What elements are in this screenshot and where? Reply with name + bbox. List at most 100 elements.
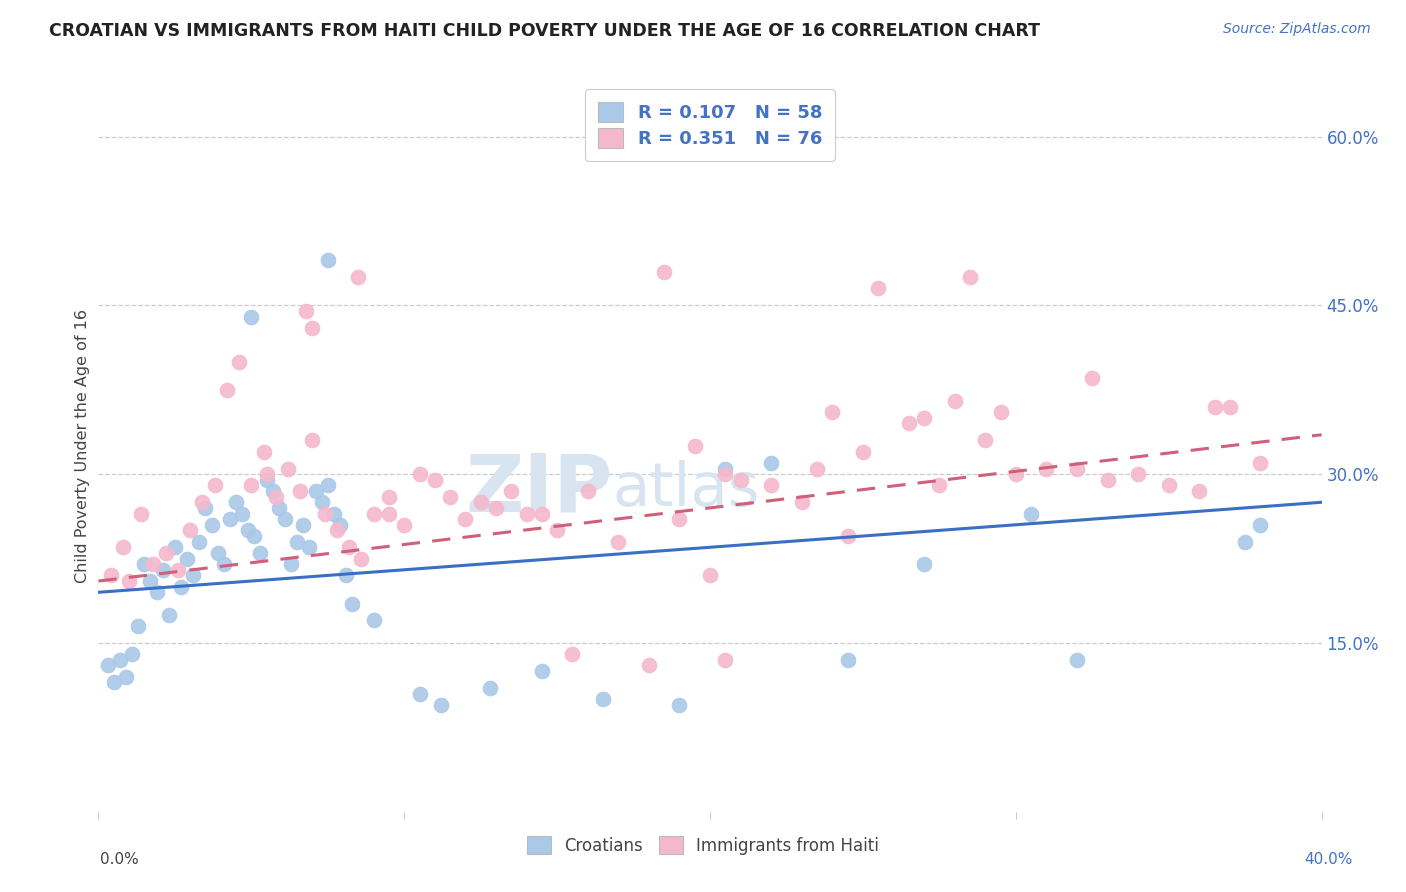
Point	[1219, 400, 1241, 414]
Point	[454, 512, 477, 526]
Point	[1019, 507, 1042, 521]
Point	[1081, 371, 1104, 385]
Point	[267, 500, 290, 515]
Legend: R = 0.107   N = 58, R = 0.351   N = 76: R = 0.107 N = 58, R = 0.351 N = 76	[585, 89, 835, 161]
Point	[342, 597, 364, 611]
Point	[103, 675, 125, 690]
Point	[152, 563, 174, 577]
Point	[912, 557, 935, 571]
Point	[347, 270, 370, 285]
Point	[155, 546, 177, 560]
Point	[1250, 517, 1272, 532]
Point	[1066, 461, 1088, 475]
Point	[714, 653, 737, 667]
Text: CROATIAN VS IMMIGRANTS FROM HAITI CHILD POVERTY UNDER THE AGE OF 16 CORRELATION : CROATIAN VS IMMIGRANTS FROM HAITI CHILD …	[49, 22, 1040, 40]
Point	[311, 495, 333, 509]
Point	[408, 687, 430, 701]
Point	[179, 524, 201, 538]
Point	[350, 551, 373, 566]
Point	[118, 574, 141, 588]
Point	[121, 647, 143, 661]
Point	[530, 664, 553, 678]
Point	[478, 681, 501, 695]
Text: 0.0%: 0.0%	[100, 852, 139, 867]
Point	[1204, 400, 1226, 414]
Point	[837, 529, 859, 543]
Point	[231, 507, 253, 521]
Point	[326, 524, 349, 538]
Point	[699, 568, 721, 582]
Point	[668, 512, 690, 526]
Point	[274, 512, 297, 526]
Point	[637, 658, 661, 673]
Point	[392, 517, 416, 532]
Y-axis label: Child Poverty Under the Age of 16: Child Poverty Under the Age of 16	[75, 309, 90, 583]
Point	[176, 551, 198, 566]
Point	[378, 507, 401, 521]
Point	[157, 607, 180, 622]
Point	[212, 557, 235, 571]
Point	[430, 698, 453, 712]
Point	[561, 647, 583, 661]
Point	[200, 517, 222, 532]
Point	[262, 483, 284, 498]
Point	[280, 557, 302, 571]
Point	[714, 461, 737, 475]
Point	[378, 490, 401, 504]
Point	[264, 490, 287, 504]
Point	[1035, 461, 1057, 475]
Point	[329, 517, 352, 532]
Point	[207, 546, 229, 560]
Text: atlas: atlas	[612, 460, 759, 519]
Point	[868, 281, 890, 295]
Point	[163, 541, 186, 555]
Point	[301, 434, 323, 448]
Point	[316, 253, 339, 268]
Point	[485, 500, 508, 515]
Point	[240, 478, 263, 492]
Point	[256, 473, 278, 487]
Point	[337, 541, 360, 555]
Point	[912, 410, 935, 425]
Point	[1004, 467, 1026, 482]
Point	[316, 478, 339, 492]
Point	[111, 541, 134, 555]
Point	[668, 698, 690, 712]
Point	[806, 461, 828, 475]
Point	[576, 483, 599, 498]
Point	[761, 456, 783, 470]
Point	[292, 517, 315, 532]
Point	[1097, 473, 1119, 487]
Point	[683, 439, 706, 453]
Point	[1157, 478, 1180, 492]
Point	[134, 557, 156, 571]
Point	[1188, 483, 1211, 498]
Point	[1066, 653, 1088, 667]
Point	[142, 557, 165, 571]
Point	[290, 483, 312, 498]
Point	[204, 478, 226, 492]
Point	[821, 405, 844, 419]
Point	[990, 405, 1012, 419]
Point	[790, 495, 813, 509]
Point	[928, 478, 950, 492]
Point	[225, 495, 247, 509]
Point	[295, 304, 318, 318]
Point	[1250, 456, 1272, 470]
Point	[219, 512, 242, 526]
Point	[238, 524, 260, 538]
Point	[191, 495, 214, 509]
Point	[249, 546, 271, 560]
Point	[652, 264, 675, 278]
Point	[243, 529, 266, 543]
Point	[363, 614, 385, 628]
Point	[228, 354, 250, 368]
Point	[256, 467, 278, 482]
Text: Source: ZipAtlas.com: Source: ZipAtlas.com	[1223, 22, 1371, 37]
Point	[837, 653, 859, 667]
Point	[730, 473, 752, 487]
Point	[97, 658, 120, 673]
Point	[852, 444, 875, 458]
Point	[974, 434, 997, 448]
Point	[335, 568, 357, 582]
